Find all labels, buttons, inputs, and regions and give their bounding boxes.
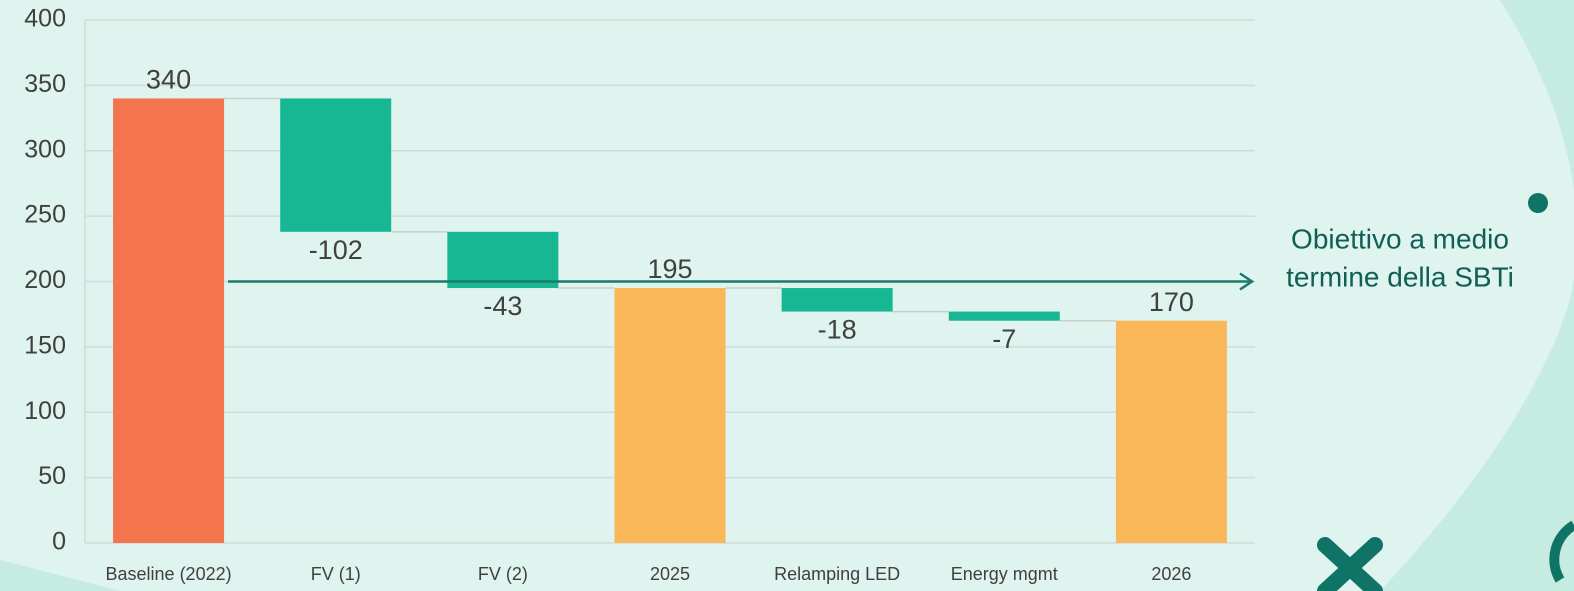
decor-dot [1528, 193, 1548, 213]
decor-shape [1380, 0, 1574, 591]
value-label: -43 [483, 291, 522, 321]
y-tick-label: 100 [24, 397, 66, 425]
x-tick-label: 2026 [1151, 564, 1191, 584]
bar [949, 312, 1060, 321]
y-tick-label: 200 [24, 266, 66, 294]
decor-shape [0, 560, 120, 591]
annotation: Obiettivo a medio [1291, 223, 1509, 254]
x-tick-label: Relamping LED [774, 564, 900, 584]
y-tick-label: 50 [38, 462, 66, 490]
value-label: 195 [647, 254, 692, 284]
y-tick-label: 350 [24, 70, 66, 98]
bar [447, 232, 558, 288]
bar [782, 288, 893, 312]
decor-x [1325, 545, 1375, 591]
y-tick-label: 300 [24, 135, 66, 163]
x-tick-label: 2025 [650, 564, 690, 584]
bar [1116, 321, 1227, 543]
value-label: 340 [146, 65, 191, 95]
annotation: termine della SBTi [1286, 261, 1514, 292]
y-tick-label: 0 [52, 528, 66, 556]
bar [280, 98, 391, 231]
value-label: -18 [818, 315, 857, 345]
x-tick-label: Baseline (2022) [106, 564, 232, 584]
y-tick-label: 250 [24, 201, 66, 229]
x-tick-label: FV (1) [311, 564, 361, 584]
value-label: -7 [992, 324, 1016, 354]
y-tick-label: 150 [24, 331, 66, 359]
bar [615, 288, 726, 543]
bar [113, 98, 224, 543]
value-label: -102 [309, 235, 363, 265]
value-label: 170 [1149, 287, 1194, 317]
x-tick-label: FV (2) [478, 564, 528, 584]
x-tick-label: Energy mgmt [951, 564, 1058, 584]
y-tick-label: 400 [24, 5, 66, 33]
page: 0 50 100 150 200 250 300 350 400 Baseline (2022) 3… [0, 0, 1574, 591]
chart: 0 50 100 150 200 250 300 350 400 Baseline (2022) 3… [0, 0, 1574, 591]
